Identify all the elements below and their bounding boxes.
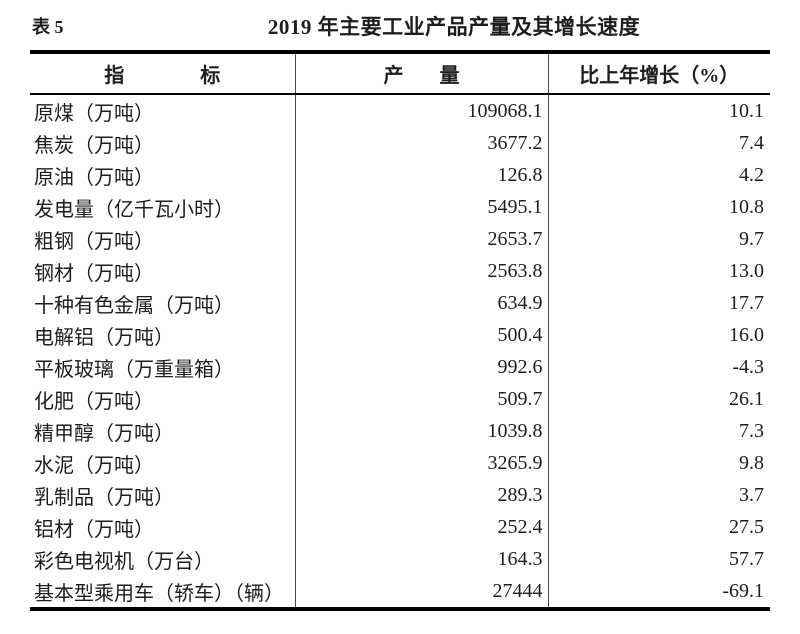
table-row: 水泥（万吨） 3265.9 9.8: [30, 447, 770, 479]
header-output-char-1: 产: [383, 65, 404, 87]
growth-cell: 9.8: [547, 447, 770, 479]
indicator-cell: 基本型乘用车（轿车）（辆）: [34, 582, 284, 605]
table-row: 电解铝（万吨） 500.4 16.0: [30, 319, 770, 351]
indicator-cell: 电解铝（万吨）: [34, 326, 174, 349]
growth-cell: 4.2: [547, 159, 770, 191]
indicator-cell: 平板玻璃（万重量箱）: [34, 358, 234, 381]
indicator-cell: 化肥（万吨）: [34, 390, 154, 413]
header-row: 指 标 产 量 比上年增长（%）: [30, 52, 770, 95]
header-indicator: 指 标: [30, 52, 295, 95]
header-output: 产 量: [294, 52, 548, 95]
output-cell: 2563.8: [294, 255, 548, 287]
growth-cell: 10.1: [547, 94, 770, 127]
table-row: 原油（万吨） 126.8 4.2: [30, 159, 770, 191]
header-indicator-char-2: 标: [200, 65, 221, 87]
output-cell: 1039.8: [294, 415, 548, 447]
indicator-cell: 原煤（万吨）: [34, 102, 154, 125]
indicator-cell: 乳制品（万吨）: [34, 486, 174, 509]
header-growth: 比上年增长（%）: [547, 52, 770, 95]
table-row: 粗钢（万吨） 2653.7 9.7: [30, 223, 770, 255]
output-cell: 27444: [294, 575, 548, 609]
output-cell: 509.7: [294, 383, 548, 415]
growth-cell: -4.3: [547, 351, 770, 383]
growth-cell: 27.5: [547, 511, 770, 543]
output-cell: 252.4: [294, 511, 548, 543]
table-row: 精甲醇（万吨） 1039.8 7.3: [30, 415, 770, 447]
output-cell: 500.4: [294, 319, 548, 351]
table-row: 彩色电视机（万台） 164.3 57.7: [30, 543, 770, 575]
table-row: 发电量（亿千瓦小时） 5495.1 10.8: [30, 191, 770, 223]
header-indicator-char-1: 指: [104, 65, 125, 87]
growth-cell: 7.3: [547, 415, 770, 447]
indicator-cell: 十种有色金属（万吨）: [34, 294, 234, 317]
indicator-cell: 发电量（亿千瓦小时）: [34, 198, 234, 221]
indicator-cell: 原油（万吨）: [34, 166, 154, 189]
table-row: 铝材（万吨） 252.4 27.5: [30, 511, 770, 543]
table-row: 化肥（万吨） 509.7 26.1: [30, 383, 770, 415]
table-row: 基本型乘用车（轿车）（辆） 27444 -69.1: [30, 575, 770, 609]
output-cell: 164.3: [294, 543, 548, 575]
indicator-cell: 铝材（万吨）: [34, 518, 154, 541]
indicator-cell: 钢材（万吨）: [34, 262, 154, 285]
output-cell: 3677.2: [294, 127, 548, 159]
table-row: 十种有色金属（万吨） 634.9 17.7: [30, 287, 770, 319]
output-cell: 2653.7: [294, 223, 548, 255]
indicator-cell: 水泥（万吨）: [34, 454, 154, 477]
output-cell: 5495.1: [294, 191, 548, 223]
growth-cell: 16.0: [547, 319, 770, 351]
table-row: 乳制品（万吨） 289.3 3.7: [30, 479, 770, 511]
table-body: 原煤（万吨） 109068.1 10.1 焦炭（万吨） 3677.2 7.4 原…: [30, 94, 770, 609]
table-row: 平板玻璃（万重量箱） 992.6 -4.3: [30, 351, 770, 383]
output-cell: 992.6: [294, 351, 548, 383]
indicator-cell: 彩色电视机（万台）: [34, 550, 214, 573]
indicator-cell: 焦炭（万吨）: [34, 134, 154, 157]
table-caption: 表 5 2019 年主要工业产品产量及其增长速度: [0, 0, 800, 50]
indicator-cell: 精甲醇（万吨）: [34, 422, 174, 445]
output-cell: 109068.1: [294, 94, 548, 127]
output-cell: 289.3: [294, 479, 548, 511]
output-cell: 3265.9: [294, 447, 548, 479]
growth-cell: 57.7: [547, 543, 770, 575]
industrial-output-table: 指 标 产 量 比上年增长（%） 原煤（万吨） 109068.1 10.1: [30, 50, 770, 611]
table-row: 原煤（万吨） 109068.1 10.1: [30, 94, 770, 127]
table-row: 焦炭（万吨） 3677.2 7.4: [30, 127, 770, 159]
table-header: 指 标 产 量 比上年增长（%）: [30, 52, 770, 95]
output-cell: 634.9: [294, 287, 548, 319]
growth-cell: 7.4: [547, 127, 770, 159]
growth-cell: 3.7: [547, 479, 770, 511]
growth-cell: 13.0: [547, 255, 770, 287]
growth-cell: 9.7: [547, 223, 770, 255]
growth-cell: 26.1: [547, 383, 770, 415]
table-row: 钢材（万吨） 2563.8 13.0: [30, 255, 770, 287]
header-output-char-2: 量: [439, 65, 460, 87]
growth-cell: 10.8: [547, 191, 770, 223]
growth-cell: 17.7: [547, 287, 770, 319]
table-title: 2019 年主要工业产品产量及其增长速度: [267, 15, 641, 39]
indicator-cell: 粗钢（万吨）: [34, 230, 154, 253]
output-cell: 126.8: [294, 159, 548, 191]
growth-cell: -69.1: [547, 575, 770, 609]
table-number-label: 表 5: [32, 17, 64, 37]
